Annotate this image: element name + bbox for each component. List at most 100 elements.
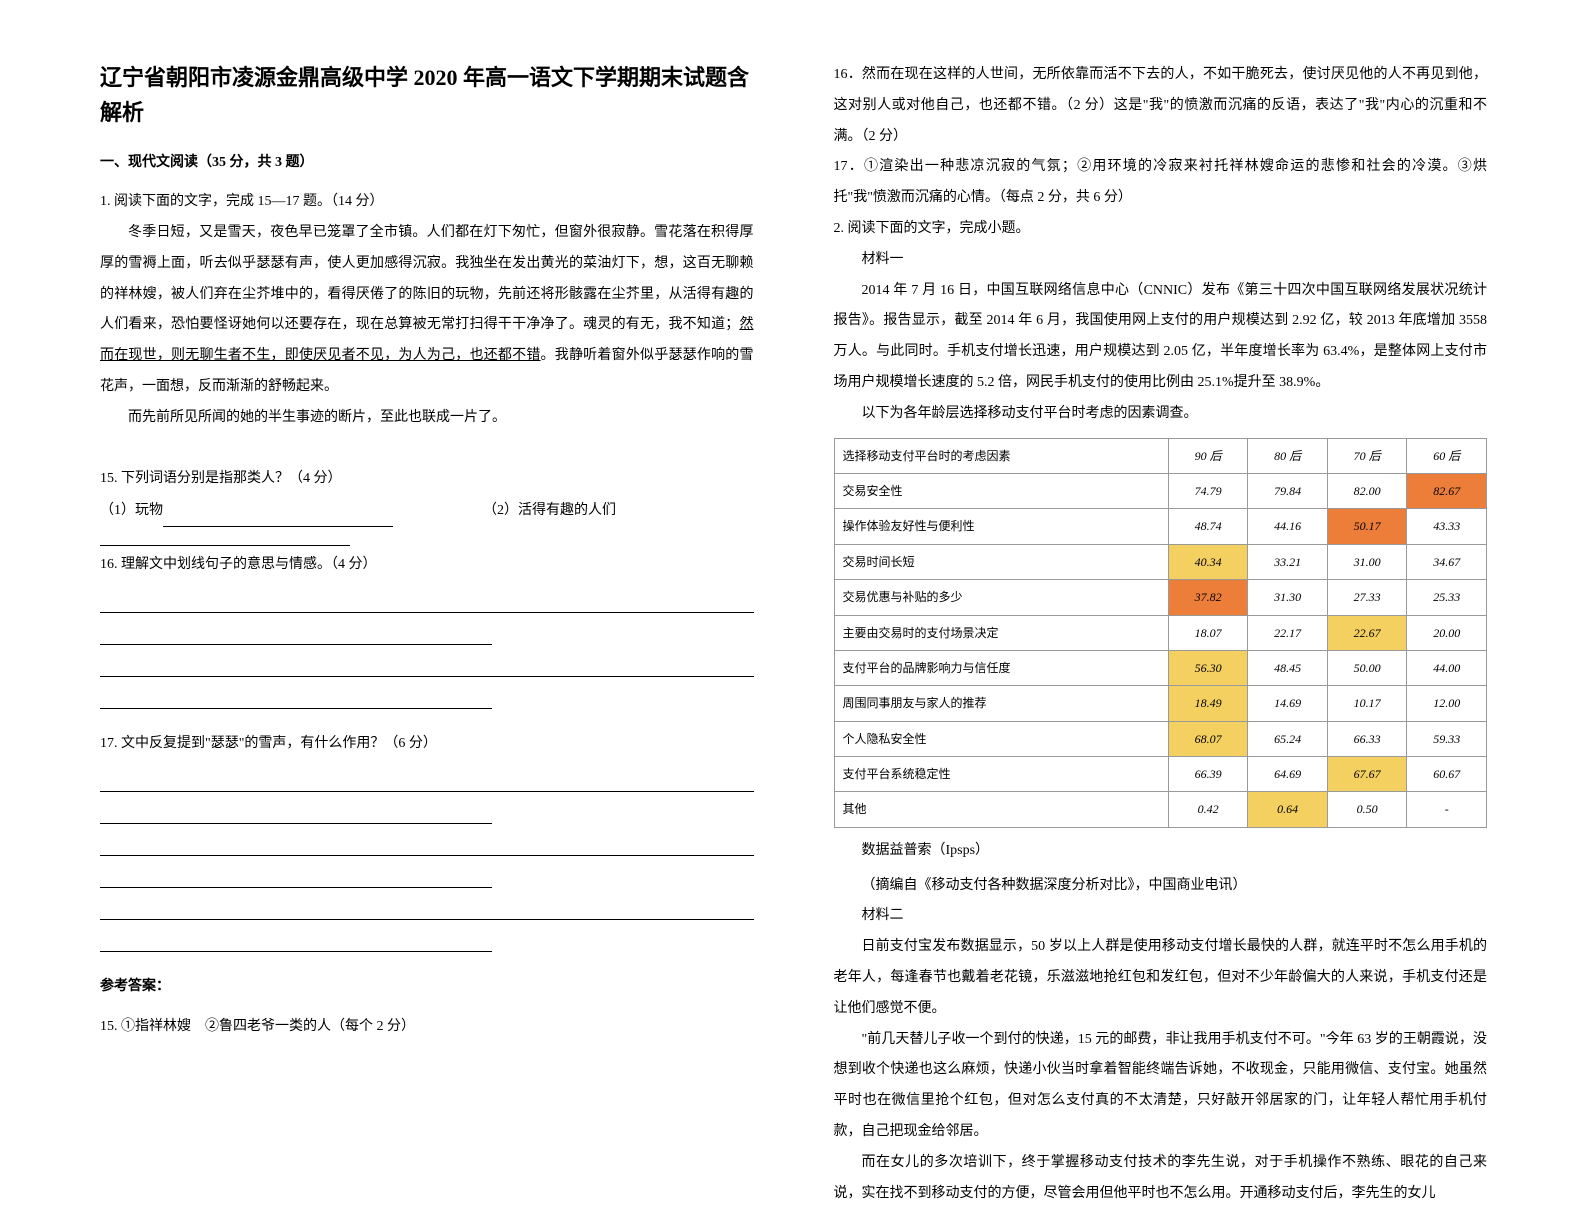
answer-line[interactable] xyxy=(100,898,754,920)
material-2-para-1: 日前支付宝发布数据显示，50 岁以上人群是使用移动支付增长最快的人群，就连平时不… xyxy=(834,932,1488,1024)
answer-line[interactable] xyxy=(100,623,492,645)
table-cell: 34.67 xyxy=(1407,544,1487,579)
table-row: 个人隐私安全性68.0765.2466.3359.33 xyxy=(834,721,1487,756)
passage-1-text-a: 冬季日短，又是雪天，夜色早已笼罩了全市镇。人们都在灯下匆忙，但窗外很寂静。雪花落… xyxy=(100,225,754,332)
table-row-label: 交易安全性 xyxy=(834,473,1168,508)
table-header-label: 选择移动支付平台时的考虑因素 xyxy=(834,438,1168,473)
q15-heading: 15. 下列词语分别是指那类人？（4 分） xyxy=(100,464,754,495)
table-cell: 37.82 xyxy=(1168,580,1248,615)
passage-1-para-2: 而先前所见所闻的她的半生事迹的断片，至此也联成一片了。 xyxy=(100,403,754,434)
table-cell: 79.84 xyxy=(1248,473,1328,508)
q17-heading: 17. 文中反复提到"瑟瑟"的雪声，有什么作用？（6 分） xyxy=(100,729,754,760)
table-cell: 18.07 xyxy=(1168,615,1248,650)
table-row: 主要由交易时的支付场景决定18.0722.1722.6720.00 xyxy=(834,615,1487,650)
table-cell: 0.50 xyxy=(1327,792,1407,827)
table-cell: 31.30 xyxy=(1248,580,1328,615)
q16-heading: 16. 理解文中划线句子的意思与情感。（4 分） xyxy=(100,550,754,581)
table-row: 支付平台的品牌影响力与信任度56.3048.4550.0044.00 xyxy=(834,650,1487,685)
answer-line[interactable] xyxy=(100,687,492,709)
answer-line[interactable] xyxy=(100,802,492,824)
table-col-2: 70 后 xyxy=(1327,438,1407,473)
table-cell: 48.74 xyxy=(1168,509,1248,544)
answers-heading: 参考答案： xyxy=(100,972,754,1003)
table-row: 其他0.420.640.50- xyxy=(834,792,1487,827)
table-cell: 12.00 xyxy=(1407,686,1487,721)
table-cell: 31.00 xyxy=(1327,544,1407,579)
table-row: 交易时间长短40.3433.2131.0034.67 xyxy=(834,544,1487,579)
material-1-heading: 材料一 xyxy=(834,245,1488,276)
table-cell: 20.00 xyxy=(1407,615,1487,650)
table-cell: 22.67 xyxy=(1327,615,1407,650)
answer-15: 15. ①指祥林嫂 ②鲁四老爷一类的人（每个 2 分） xyxy=(100,1012,754,1043)
q15-row: （1）玩物 （2）活得有趣的人们 xyxy=(100,496,754,527)
table-cell: 67.67 xyxy=(1327,757,1407,792)
table-row-label: 交易优惠与补贴的多少 xyxy=(834,580,1168,615)
table-cell: 25.33 xyxy=(1407,580,1487,615)
answer-line[interactable] xyxy=(100,655,754,677)
material-2-heading: 材料二 xyxy=(834,901,1488,932)
table-row-label: 周围同事朋友与家人的推荐 xyxy=(834,686,1168,721)
table-row: 交易优惠与补贴的多少37.8231.3027.3325.33 xyxy=(834,580,1487,615)
table-row-label: 支付平台系统稳定性 xyxy=(834,757,1168,792)
table-row: 支付平台系统稳定性66.3964.6967.6760.67 xyxy=(834,757,1487,792)
table-cell: 43.33 xyxy=(1407,509,1487,544)
answer-17: 17．①渲染出一种悲凉沉寂的气氛；②用环境的冷寂来衬托祥林嫂命运的悲惨和社会的冷… xyxy=(834,152,1488,214)
table-cell: - xyxy=(1407,792,1487,827)
table-cell: 22.17 xyxy=(1248,615,1328,650)
blank-input-2[interactable] xyxy=(100,529,350,546)
table-cell: 60.67 xyxy=(1407,757,1487,792)
table-cell: 68.07 xyxy=(1168,721,1248,756)
table-row-label: 主要由交易时的支付场景决定 xyxy=(834,615,1168,650)
table-row: 操作体验友好性与便利性48.7444.1650.1743.33 xyxy=(834,509,1487,544)
table-cell: 56.30 xyxy=(1168,650,1248,685)
table-cell: 44.16 xyxy=(1248,509,1328,544)
doc-title: 辽宁省朝阳市凌源金鼎高级中学 2020 年高一语文下学期期末试题含解析 xyxy=(100,60,754,130)
answer-16: 16．然而在现在这样的人世间，无所依靠而活不下去的人，不如干脆死去，使讨厌见他的… xyxy=(834,60,1488,152)
table-cell: 65.24 xyxy=(1248,721,1328,756)
table-cell: 48.45 xyxy=(1248,650,1328,685)
table-row-label: 支付平台的品牌影响力与信任度 xyxy=(834,650,1168,685)
table-cell: 59.33 xyxy=(1407,721,1487,756)
q1-heading: 1. 阅读下面的文字，完成 15—17 题。（14 分） xyxy=(100,187,754,218)
table-cell: 74.79 xyxy=(1168,473,1248,508)
survey-table: 选择移动支付平台时的考虑因素 90 后 80 后 70 后 60 后 交易安全性… xyxy=(834,438,1488,828)
table-source-1: 数据益普索（Ipsps） xyxy=(834,836,1488,867)
table-cell: 0.42 xyxy=(1168,792,1248,827)
table-cell: 82.67 xyxy=(1407,473,1487,508)
table-cell: 66.39 xyxy=(1168,757,1248,792)
table-cell: 14.69 xyxy=(1248,686,1328,721)
table-cell: 66.33 xyxy=(1327,721,1407,756)
table-col-1: 80 后 xyxy=(1248,438,1328,473)
table-cell: 82.00 xyxy=(1327,473,1407,508)
blank-input-1[interactable] xyxy=(163,510,393,527)
table-cell: 27.33 xyxy=(1327,580,1407,615)
table-row-label: 个人隐私安全性 xyxy=(834,721,1168,756)
material-2-para-2: "前几天替儿子收一个到付的快递，15 元的邮费，非让我用手机支付不可。"今年 6… xyxy=(834,1025,1488,1148)
material-1-para-2: 以下为各年龄层选择移动支付平台时考虑的因素调查。 xyxy=(834,399,1488,430)
table-cell: 50.17 xyxy=(1327,509,1407,544)
table-cell: 18.49 xyxy=(1168,686,1248,721)
table-header-row: 选择移动支付平台时的考虑因素 90 后 80 后 70 后 60 后 xyxy=(834,438,1487,473)
q15-sub1-label: （1）玩物 xyxy=(100,496,163,527)
table-row-label: 操作体验友好性与便利性 xyxy=(834,509,1168,544)
table-cell: 44.00 xyxy=(1407,650,1487,685)
answer-line[interactable] xyxy=(100,591,754,613)
table-row-label: 交易时间长短 xyxy=(834,544,1168,579)
answer-line[interactable] xyxy=(100,770,754,792)
q2-heading: 2. 阅读下面的文字，完成小题。 xyxy=(834,214,1488,245)
section-1-heading: 一、现代文阅读（35 分，共 3 题） xyxy=(100,148,754,179)
table-col-3: 60 后 xyxy=(1407,438,1487,473)
table-cell: 40.34 xyxy=(1168,544,1248,579)
table-cell: 50.00 xyxy=(1327,650,1407,685)
answer-line[interactable] xyxy=(100,930,492,952)
q15-sub2-label: （2）活得有趣的人们 xyxy=(483,496,616,527)
table-cell: 64.69 xyxy=(1248,757,1328,792)
answer-line[interactable] xyxy=(100,866,492,888)
table-cell: 10.17 xyxy=(1327,686,1407,721)
table-col-0: 90 后 xyxy=(1168,438,1248,473)
passage-1-para-1: 冬季日短，又是雪天，夜色早已笼罩了全市镇。人们都在灯下匆忙，但窗外很寂静。雪花落… xyxy=(100,218,754,403)
material-2-para-3: 而在女儿的多次培训下，终于掌握移动支付技术的李先生说，对于手机操作不熟练、眼花的… xyxy=(834,1148,1488,1209)
table-row-label: 其他 xyxy=(834,792,1168,827)
table-cell: 0.64 xyxy=(1248,792,1328,827)
answer-line[interactable] xyxy=(100,834,754,856)
